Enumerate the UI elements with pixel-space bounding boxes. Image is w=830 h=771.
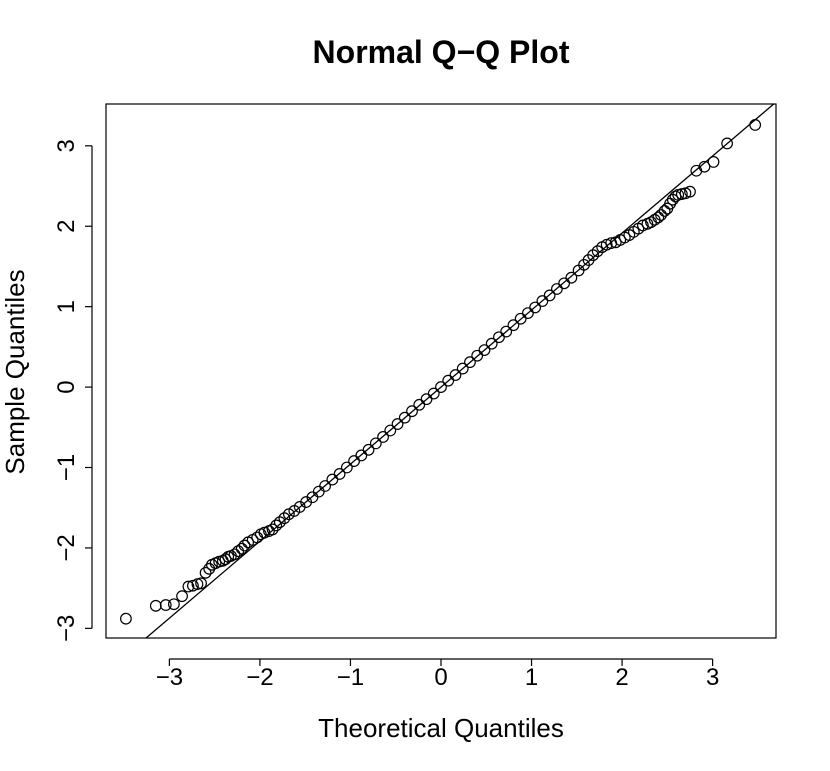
qq-point xyxy=(149,599,162,612)
x-tick-label: 2 xyxy=(615,664,628,691)
qq-point xyxy=(235,542,248,555)
qq-point xyxy=(707,156,720,168)
qq-point xyxy=(377,431,389,443)
qq-point xyxy=(529,301,542,314)
qq-point xyxy=(319,480,332,492)
qq-point xyxy=(340,461,353,474)
x-tick-label: 1 xyxy=(525,664,538,691)
qq-point xyxy=(749,119,762,131)
y-tick-label: 0 xyxy=(53,380,80,393)
qq-point xyxy=(721,137,734,150)
qq-point xyxy=(698,160,711,173)
qq-point xyxy=(435,381,447,393)
qq-point xyxy=(273,516,286,529)
qq-point xyxy=(464,356,476,369)
qq-point xyxy=(543,289,556,302)
qq-point xyxy=(199,566,212,579)
y-axis-title: Sample Quantiles xyxy=(0,269,30,474)
plot-area-frame xyxy=(105,103,777,639)
qq-point xyxy=(278,512,291,525)
qq-point xyxy=(427,387,440,400)
qq-point xyxy=(120,612,132,625)
qq-point xyxy=(471,349,484,362)
qq-point xyxy=(398,411,411,424)
qq-point xyxy=(266,523,279,536)
chart-title: Normal Q−Q Plot xyxy=(313,34,570,70)
qq-point xyxy=(384,424,397,437)
y-tick-label: 1 xyxy=(53,300,80,313)
qq-point xyxy=(690,164,703,177)
y-tick-label: 2 xyxy=(53,220,80,233)
x-tick-label: −1 xyxy=(337,664,364,691)
qq-point xyxy=(238,539,251,552)
qq-point xyxy=(362,443,375,456)
qq-point xyxy=(413,398,426,411)
qq-point xyxy=(652,211,665,224)
qq-point xyxy=(228,548,241,561)
y-tick-label: −2 xyxy=(53,534,80,561)
qq-point xyxy=(348,455,360,467)
chart-layer: −3 −2 −1 0 1 2 3 −3 −2 −1 0 1 2 3 xyxy=(53,103,777,691)
qq-point xyxy=(369,437,382,450)
qq-point xyxy=(333,468,346,480)
qq-point xyxy=(558,277,571,290)
x-tick-label: 0 xyxy=(434,664,447,691)
qq-point xyxy=(655,209,667,221)
y-tick-label: −1 xyxy=(53,454,80,481)
qq-point xyxy=(159,599,172,611)
qq-point xyxy=(536,295,549,307)
qq-point xyxy=(514,312,527,325)
qq-point xyxy=(270,519,283,532)
qq-point xyxy=(522,307,534,319)
qq-point xyxy=(182,580,195,593)
qq-point xyxy=(168,598,180,611)
qq-point xyxy=(493,331,505,344)
qq-point xyxy=(420,393,433,406)
qq-point xyxy=(485,337,498,350)
reference-line xyxy=(145,104,775,638)
qq-point xyxy=(442,374,455,387)
qq-point xyxy=(391,418,404,430)
qq-point xyxy=(355,449,368,462)
qq-point xyxy=(449,369,462,381)
qq-point xyxy=(326,473,339,486)
qq-point xyxy=(456,362,469,375)
qq-point xyxy=(507,319,520,332)
qq-point xyxy=(565,271,578,284)
x-axis-title: Theoretical Quantiles xyxy=(318,713,564,743)
qq-point xyxy=(195,577,207,590)
qq-point xyxy=(478,344,491,356)
qq-point xyxy=(587,249,600,262)
y-tick-label: −3 xyxy=(53,615,80,642)
qq-point xyxy=(550,283,563,295)
qq-point xyxy=(500,325,513,338)
y-tick-label: 3 xyxy=(53,139,80,152)
qq-point xyxy=(406,405,418,418)
qq-point xyxy=(591,245,604,258)
qq-point xyxy=(176,590,188,603)
x-tick-label: 3 xyxy=(706,664,719,691)
x-tick-label: −3 xyxy=(156,664,183,691)
qq-point xyxy=(684,185,696,198)
x-tick-label: −2 xyxy=(246,664,273,691)
